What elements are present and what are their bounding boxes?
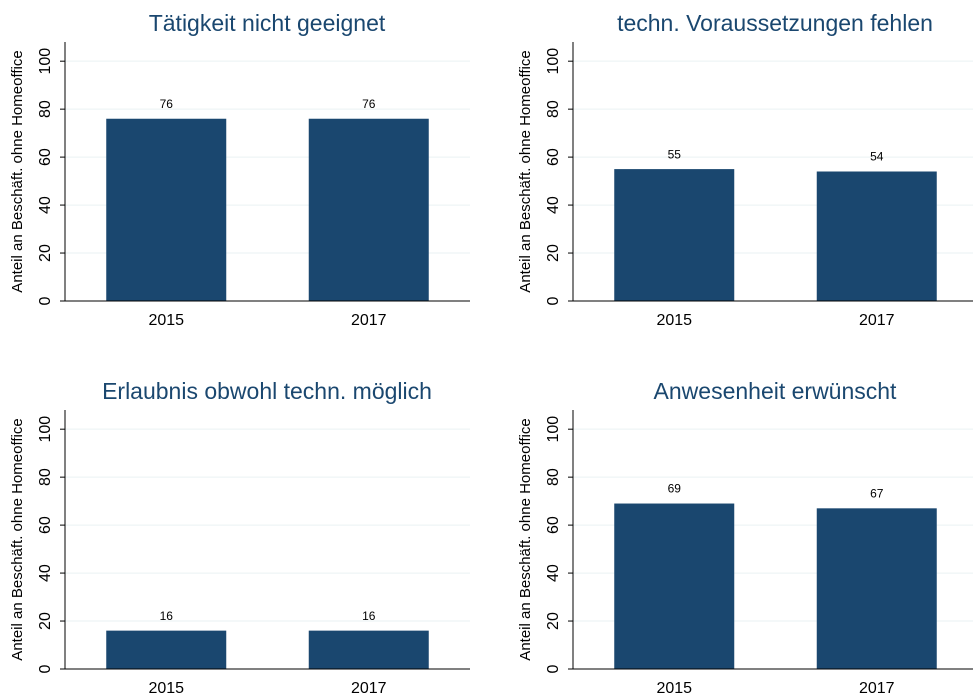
value-label: 69 (668, 482, 682, 496)
x-tick-label: 2017 (351, 312, 387, 329)
y-tick-label: 40 (545, 564, 562, 582)
bar (614, 503, 735, 669)
y-tick-label: 0 (545, 296, 562, 305)
bar (308, 630, 429, 669)
value-label: 55 (668, 147, 682, 161)
value-label: 76 (362, 97, 376, 111)
y-tick-label: 20 (37, 612, 54, 630)
bar (816, 171, 937, 301)
value-label: 54 (870, 150, 884, 164)
value-label: 16 (362, 609, 376, 623)
y-axis-label: Anteil an Beschäft. ohne Homeoffice (517, 418, 534, 660)
y-tick-label: 0 (545, 664, 562, 673)
x-tick-label: 2015 (148, 312, 184, 329)
y-tick-label: 80 (37, 100, 54, 118)
bar (614, 169, 735, 301)
panel-title: Erlaubnis obwohl techn. möglich (102, 378, 432, 404)
y-tick-label: 0 (37, 296, 54, 305)
y-tick-label: 20 (545, 244, 562, 262)
panel: Tätigkeit nicht geeignet Anteil an Beschä… (9, 10, 470, 329)
x-tick-label: 2017 (859, 680, 895, 697)
y-tick-label: 60 (545, 148, 562, 166)
panel-title: Tätigkeit nicht geeignet (149, 10, 386, 36)
value-label: 16 (160, 609, 174, 623)
value-label: 67 (870, 486, 884, 500)
y-tick-label: 80 (545, 100, 562, 118)
x-tick-label: 2015 (148, 680, 184, 697)
y-axis-label: Anteil an Beschäft. ohne Homeoffice (517, 50, 534, 292)
y-tick-label: 100 (37, 416, 54, 443)
y-axis-label: Anteil an Beschäft. ohne Homeoffice (9, 418, 26, 660)
panel: Erlaubnis obwohl techn. möglich Anteil an… (9, 378, 470, 697)
value-label: 76 (160, 97, 174, 111)
y-tick-label: 20 (545, 612, 562, 630)
y-tick-label: 60 (545, 516, 562, 534)
x-tick-label: 2015 (656, 312, 692, 329)
y-tick-label: 80 (37, 468, 54, 486)
bar (106, 630, 227, 669)
bar (106, 118, 227, 301)
y-tick-label: 80 (545, 468, 562, 486)
panel-title: techn. Voraussetzungen fehlen (617, 10, 933, 36)
panel: Anwesenheit erwünscht Anteil an Beschäft.… (517, 378, 973, 697)
y-axis-label: Anteil an Beschäft. ohne Homeoffice (9, 50, 26, 292)
y-tick-label: 40 (37, 564, 54, 582)
bar (816, 508, 937, 669)
panel-title: Anwesenheit erwünscht (654, 378, 898, 404)
y-tick-label: 100 (545, 416, 562, 443)
y-tick-label: 100 (37, 48, 54, 75)
bar (308, 118, 429, 301)
y-tick-label: 60 (37, 148, 54, 166)
y-tick-label: 0 (37, 664, 54, 673)
panel: techn. Voraussetzungen fehlen Anteil an B… (517, 10, 973, 329)
x-tick-label: 2017 (351, 680, 387, 697)
x-tick-label: 2017 (859, 312, 895, 329)
y-tick-label: 60 (37, 516, 54, 534)
y-tick-label: 100 (545, 48, 562, 75)
x-tick-label: 2015 (656, 680, 692, 697)
y-tick-label: 40 (545, 196, 562, 214)
y-tick-label: 20 (37, 244, 54, 262)
y-tick-label: 40 (37, 196, 54, 214)
